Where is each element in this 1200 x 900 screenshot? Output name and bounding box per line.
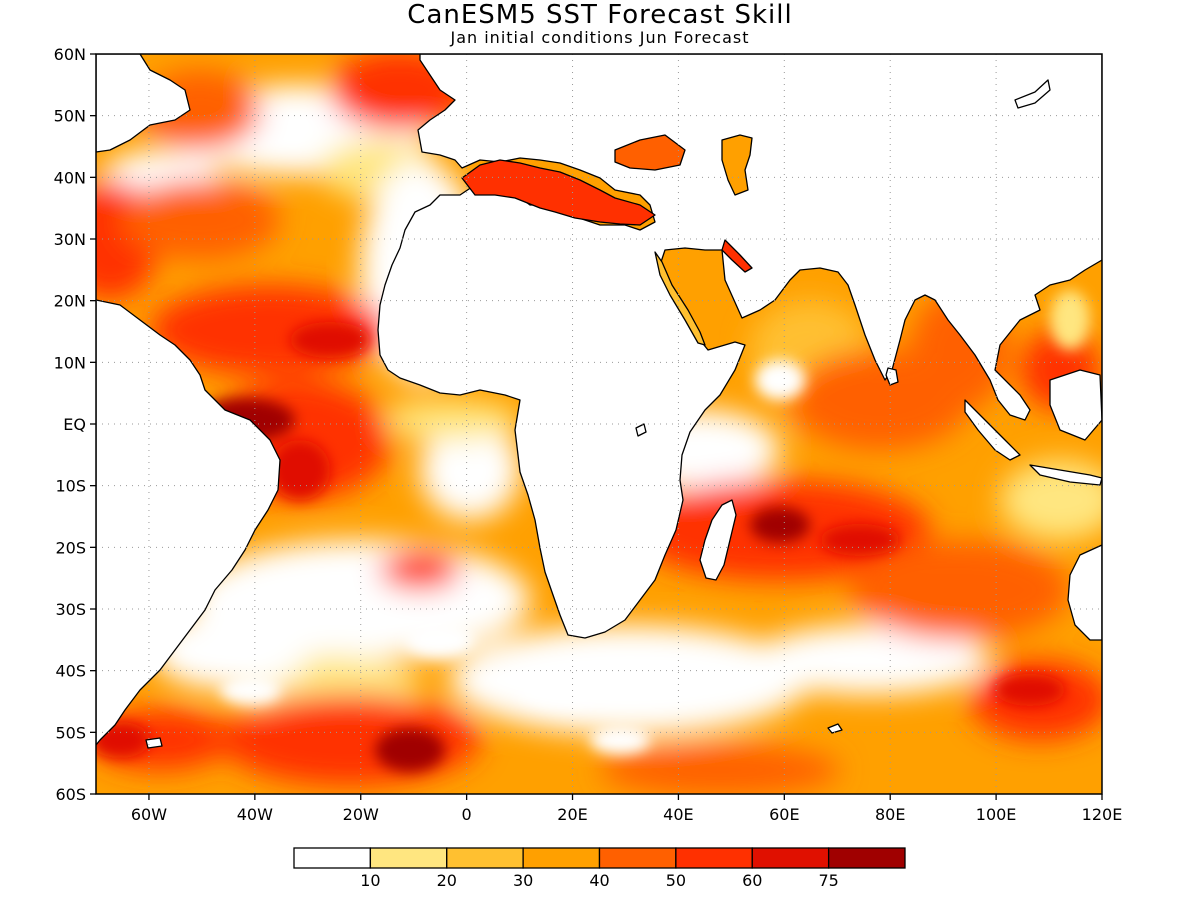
lon-tick-label: 20W [343, 805, 379, 824]
colorbar-label: 40 [589, 871, 609, 890]
lat-tick-label: 60S [55, 785, 86, 804]
colorbar-label: 10 [360, 871, 380, 890]
colorbar-swatch [293, 847, 372, 869]
colorbar-swatch [369, 847, 448, 869]
colorbar-swatch [446, 847, 524, 869]
colorbar-label: 50 [666, 871, 686, 890]
sri-small-island [635, 423, 647, 437]
colorbar-label: 20 [437, 871, 457, 890]
map-title: CanESM5 SST Forecast Skill [407, 0, 793, 30]
colorbar-legend: 10 20 30 40 50 60 75 [293, 847, 906, 890]
madagascar [699, 499, 737, 581]
lat-tick-label: EQ [63, 415, 86, 434]
red-sea [654, 251, 706, 346]
black-sea [614, 134, 686, 171]
lat-tick-label: 30S [55, 600, 86, 619]
colorbar-swatch [522, 847, 601, 869]
lon-tick-label: 120E [1082, 805, 1123, 824]
lat-tick-label: 40S [55, 662, 86, 681]
lat-tick-label: 50S [55, 723, 86, 742]
borneo [1049, 369, 1102, 441]
lat-tick-label: 30N [54, 230, 86, 249]
mediterranean-sea [461, 159, 656, 226]
lon-tick-label: 60W [131, 805, 167, 824]
colorbar-label: 30 [513, 871, 533, 890]
lat-tick-label: 10N [54, 353, 86, 372]
lon-tick-label: 40W [237, 805, 273, 824]
persian-gulf [721, 239, 753, 273]
sumatra [964, 399, 1021, 461]
lat-tick-label: 50N [54, 107, 86, 126]
land-masses [96, 54, 1102, 749]
sri-lanka [885, 367, 899, 386]
colorbar-label: 60 [742, 871, 762, 890]
lon-tick-label: 0 [462, 805, 472, 824]
north-america-coast [96, 54, 191, 153]
lon-tick-label: 100E [976, 805, 1017, 824]
falkland-islands [145, 737, 163, 749]
lon-tick-label: 80E [875, 805, 905, 824]
australia [1067, 544, 1102, 641]
lat-tick-label: 40N [54, 168, 86, 187]
lat-tick-label: 20N [54, 292, 86, 311]
lat-tick-label: 10S [55, 477, 86, 496]
south-america [96, 299, 281, 746]
lat-tick-label: 20S [55, 538, 86, 557]
caspian-sea [721, 134, 753, 196]
latitude-axis: 60N 50N 40N 30N 20N 10N EQ 10S 20S 30S 40S 50S 60S [54, 45, 96, 804]
afro-eurasia-landmass [377, 54, 1102, 639]
colorbar-swatch [598, 847, 677, 869]
longitude-axis: 60W 40W 20W 0 20E 40E 60E 80E 100E 120E [131, 794, 1122, 824]
colorbar-label: 75 [818, 871, 838, 890]
colorbar-swatch [827, 847, 906, 869]
lon-tick-label: 40E [663, 805, 693, 824]
colorbar-swatch [675, 847, 753, 869]
colorbar-swatch [751, 847, 830, 869]
lon-tick-label: 20E [557, 805, 587, 824]
lat-tick-label: 60N [54, 45, 86, 64]
java [1029, 464, 1102, 486]
kerguelen-island [827, 723, 843, 734]
lon-tick-label: 60E [769, 805, 799, 824]
map-subtitle: Jan initial conditions Jun Forecast [450, 28, 750, 47]
japan-island [1014, 79, 1051, 109]
